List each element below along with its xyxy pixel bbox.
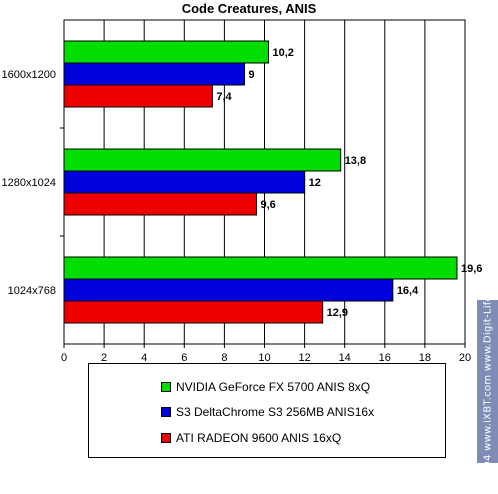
bar-1280x1024-series-1 <box>63 170 306 194</box>
x-tick-label-10: 10 <box>258 352 270 364</box>
x-tick-label-8: 8 <box>221 352 227 364</box>
data-label-1600x1200-series-1: 9 <box>248 69 254 81</box>
data-label-1600x1200-series-2: 7,4 <box>216 91 232 103</box>
watermark-text: © 2004 www.iXBT.com www.Digit-Life.com <box>482 268 493 494</box>
chart-title: Code Creatures, ANIS <box>181 1 317 16</box>
bar-1024x768-series-2 <box>63 300 324 324</box>
x-tick-label-4: 4 <box>141 352 147 364</box>
bar-1024x768-series-0 <box>63 256 458 280</box>
legend-label-nvidia: NVIDIA GeForce FX 5700 ANIS 8xQ <box>176 380 371 394</box>
legend-item-nvidia: NVIDIA GeForce FX 5700 ANIS 8xQ <box>161 380 370 394</box>
data-label-1024x768-series-1: 16,4 <box>397 285 419 297</box>
bar-1600x1200-series-2 <box>63 84 213 108</box>
category-label-1024x768: 1024x768 <box>8 285 56 297</box>
x-tick-label-20: 20 <box>459 352 471 364</box>
legend-swatch-s3 <box>161 407 171 417</box>
bar-1024x768-series-1 <box>63 278 394 302</box>
bar-1600x1200-series-0 <box>63 40 270 64</box>
x-tick-label-6: 6 <box>181 352 187 364</box>
data-label-1024x768-series-0: 19,6 <box>461 263 482 275</box>
x-tick-label-16: 16 <box>379 352 391 364</box>
legend-label-ati: ATI RADEON 9600 ANIS 16xQ <box>176 431 342 445</box>
data-label-1024x768-series-2: 12,9 <box>327 307 348 319</box>
legend-swatch-nvidia <box>161 382 171 392</box>
x-tick-label-18: 18 <box>419 352 431 364</box>
x-tick-label-12: 12 <box>298 352 310 364</box>
copyright-watermark: © 2004 www.iXBT.com www.Digit-Life.com <box>477 269 498 494</box>
data-label-1600x1200-series-0: 10,2 <box>273 47 294 59</box>
x-tick-label-0: 0 <box>61 352 67 364</box>
x-tick-label-14: 14 <box>339 352 351 364</box>
bar-1280x1024-series-0 <box>63 148 342 172</box>
legend-item-s3: S3 DeltaChrome S3 256MB ANIS16x <box>161 405 374 419</box>
bar-chart: 0 2 4 6 8 10 12 14 16 18 20 1600x1200 10,2 9 7,4 1280x1… <box>2 19 482 364</box>
legend-label-s3: S3 DeltaChrome S3 256MB ANIS16x <box>176 405 375 419</box>
x-tick-label-2: 2 <box>101 352 107 364</box>
data-label-1280x1024-series-2: 9,6 <box>260 199 275 211</box>
legend-item-ati: ATI RADEON 9600 ANIS 16xQ <box>161 431 341 445</box>
legend-swatch-ati <box>161 433 171 443</box>
bar-1600x1200-series-1 <box>63 62 245 86</box>
bar-1280x1024-series-2 <box>63 192 257 216</box>
chart-legend: NVIDIA GeForce FX 5700 ANIS 8xQ S3 Delta… <box>88 363 446 458</box>
category-label-1280x1024: 1280x1024 <box>2 177 56 189</box>
data-label-1280x1024-series-0: 13,8 <box>345 155 366 167</box>
category-label-1600x1200: 1600x1200 <box>2 69 56 81</box>
data-label-1280x1024-series-1: 12 <box>309 177 321 189</box>
